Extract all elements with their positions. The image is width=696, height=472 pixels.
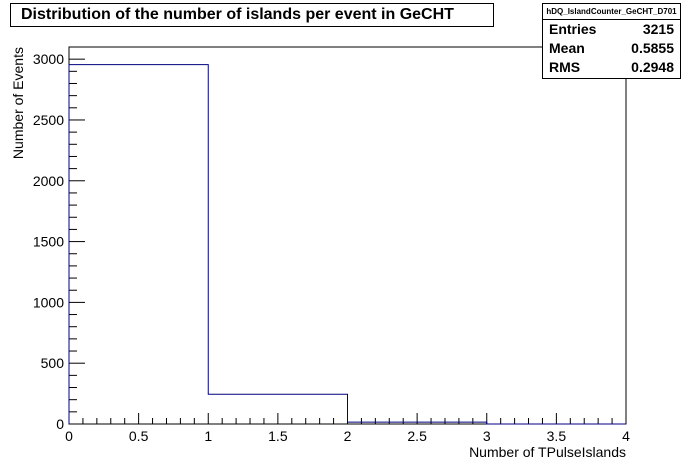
x-tick-label: 1 xyxy=(204,428,212,444)
x-tick-label: 2.5 xyxy=(407,428,427,444)
x-tick-label: 0.5 xyxy=(129,428,149,444)
stats-row-mean: Mean 0.5855 xyxy=(543,39,680,58)
y-tick-label: 3000 xyxy=(33,51,64,67)
y-tick-label: 0 xyxy=(56,416,64,432)
stats-row-rms: RMS 0.2948 xyxy=(543,58,680,77)
histogram-line xyxy=(68,64,626,425)
x-tick-label: 1.5 xyxy=(268,428,288,444)
y-tick-label: 2500 xyxy=(33,112,64,128)
stats-label: RMS xyxy=(549,59,581,75)
x-tick-labels: 0 0.5 1 1.5 2 2.5 3 3.5 4 xyxy=(65,428,630,444)
x-tick-label: 2 xyxy=(344,428,352,444)
y-tick-labels: 0 500 1000 1500 2000 2500 3000 xyxy=(33,51,64,432)
stats-value: 0.2948 xyxy=(631,59,674,75)
stats-histogram-name: hDQ_IslandCounter_GeCHT_D701 xyxy=(543,4,680,20)
y-tick-label: 1500 xyxy=(33,234,64,250)
x-axis-label: Number of TPulseIslands xyxy=(469,444,626,460)
chart-title: Distribution of the number of islands pe… xyxy=(10,3,494,27)
stats-box: hDQ_IslandCounter_GeCHT_D701 Entries 321… xyxy=(542,3,681,79)
stats-label: Mean xyxy=(549,40,585,56)
stats-value: 3215 xyxy=(642,21,674,37)
stats-row-entries: Entries 3215 xyxy=(543,20,680,39)
x-tick-label: 0 xyxy=(65,428,73,444)
x-tick-label: 3.5 xyxy=(547,428,567,444)
stats-value: 0.5855 xyxy=(631,40,674,56)
y-tick-label: 1000 xyxy=(33,294,64,310)
y-tick-label: 500 xyxy=(41,355,65,371)
y-tick-label: 2000 xyxy=(33,173,64,189)
y-axis-label: Number of Events xyxy=(10,47,26,159)
x-tick-label: 4 xyxy=(622,428,630,444)
x-tick-label: 3 xyxy=(483,428,491,444)
axis-ticks xyxy=(68,46,627,425)
plot-frame xyxy=(68,46,627,425)
stats-label: Entries xyxy=(549,21,597,37)
